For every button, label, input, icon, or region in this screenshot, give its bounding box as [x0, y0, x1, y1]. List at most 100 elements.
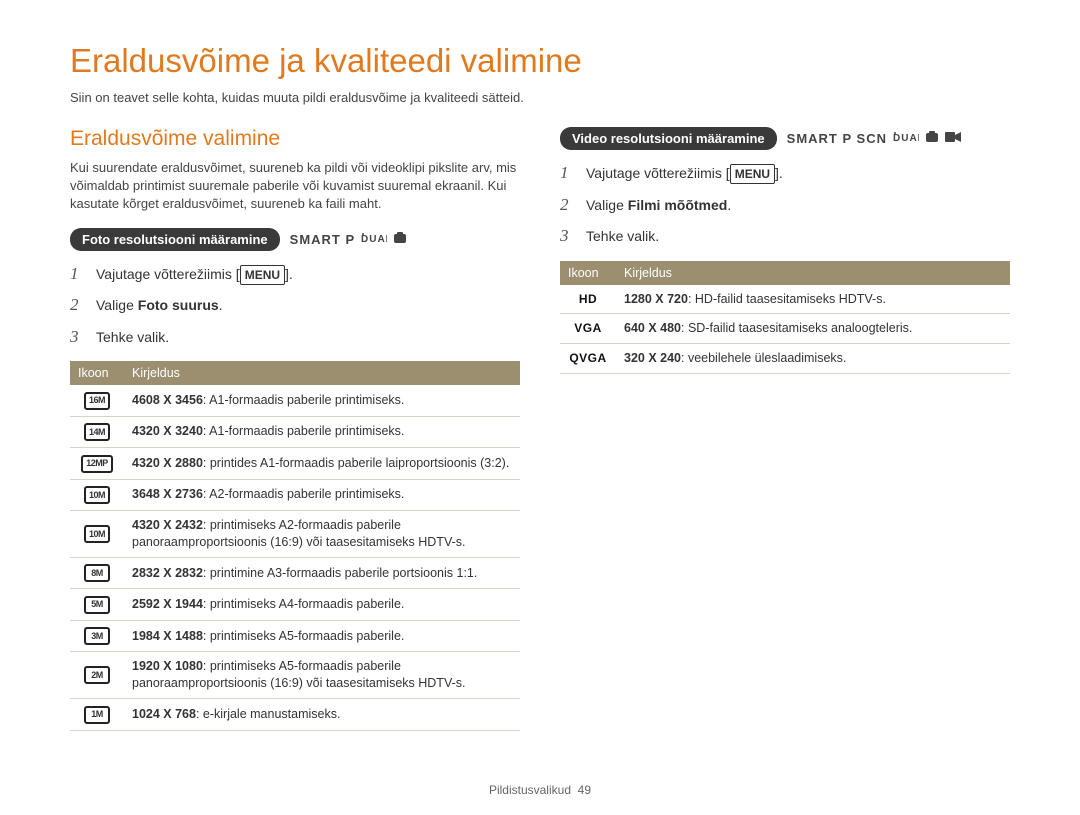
icon-cell: 16M — [70, 385, 124, 416]
resolution-icon: 8M — [84, 564, 110, 582]
resolution-icon: 5M — [84, 596, 110, 614]
dual-icon: DUAL — [361, 231, 387, 248]
step-2: 2 Valige Filmi mõõtmed. — [560, 192, 1010, 218]
desc-cell: 640 X 480: SD-failid taasesitamiseks ana… — [616, 314, 1010, 344]
mode-icons: SMART P SCN DUAL — [787, 130, 961, 147]
page-intro: Siin on teavet selle kohta, kuidas muuta… — [70, 90, 1010, 105]
step-number: 1 — [560, 160, 576, 186]
resolution-icon: 12MP — [81, 455, 113, 473]
resolution-icon: 16M — [84, 392, 110, 410]
icon-cell: 5M — [70, 589, 124, 621]
pill-label: Foto resolutsiooni määramine — [70, 228, 280, 251]
section-intro: Kui suurendate eraldusvõimet, suureneb k… — [70, 159, 520, 214]
settings-icon — [925, 130, 939, 147]
th-icon: Ikoon — [70, 361, 124, 385]
resolution-icon: 10M — [84, 525, 110, 543]
icon-cell: HD — [560, 285, 616, 314]
th-icon: Ikoon — [560, 261, 616, 285]
desc-cell: 2592 X 1944: printimiseks A4-formaadis p… — [124, 589, 520, 621]
table-row: 12MP 4320 X 2880: printides A1-formaadis … — [70, 448, 520, 480]
mode-text: SMART P — [290, 232, 356, 247]
step-3: 3 Tehke valik. — [70, 324, 520, 350]
photo-steps: 1 Vajutage võtterežiimis [MENU]. 2 Valig… — [70, 261, 520, 350]
step-number: 3 — [70, 324, 86, 350]
desc-cell: 3648 X 2736: A2-formaadis paberile print… — [124, 479, 520, 511]
resolution-icon: VGA — [568, 320, 608, 336]
dual-icon: DUAL — [893, 130, 919, 147]
menu-button-icon: MENU — [730, 164, 775, 184]
page-footer: Pildistusvalikud 49 — [0, 783, 1080, 797]
footer-section: Pildistusvalikud — [489, 783, 571, 797]
step-text: Vajutage võtterežiimis [MENU]. — [96, 264, 293, 285]
desc-cell: 1984 X 1488: printimiseks A5-formaadis p… — [124, 620, 520, 652]
icon-cell: 14M — [70, 416, 124, 448]
step-text: Tehke valik. — [96, 327, 169, 348]
icon-cell: 2M — [70, 652, 124, 699]
desc-cell: 320 X 240: veebilehele üleslaadimiseks. — [616, 344, 1010, 374]
icon-cell: 10M — [70, 511, 124, 558]
two-column-layout: Eraldusvõime valimine Kui suurendate era… — [70, 127, 1010, 731]
step-number: 2 — [70, 292, 86, 318]
photo-res-header: Foto resolutsiooni määramine SMART P DUA… — [70, 228, 520, 251]
step-text: Valige Filmi mõõtmed. — [586, 195, 731, 216]
step-1: 1 Vajutage võtterežiimis [MENU]. — [560, 160, 1010, 186]
section-title: Eraldusvõime valimine — [70, 127, 520, 151]
desc-cell: 4320 X 3240: A1-formaadis paberile print… — [124, 416, 520, 448]
table-row: 5M 2592 X 1944: printimiseks A4-formaadis… — [70, 589, 520, 621]
resolution-icon: 3M — [84, 627, 110, 645]
th-desc: Kirjeldus — [616, 261, 1010, 285]
icon-cell: 3M — [70, 620, 124, 652]
table-row: HD 1280 X 720: HD-failid taasesitamiseks … — [560, 285, 1010, 314]
step-3: 3 Tehke valik. — [560, 223, 1010, 249]
icon-cell: 8M — [70, 557, 124, 589]
manual-page: Eraldusvõime ja kvaliteedi valimine Siin… — [0, 0, 1080, 751]
desc-cell: 4608 X 3456: A1-formaadis paberile print… — [124, 385, 520, 416]
table-row: 3M 1984 X 1488: printimiseks A5-formaadis… — [70, 620, 520, 652]
step-2: 2 Valige Foto suurus. — [70, 292, 520, 318]
desc-cell: 2832 X 2832: printimine A3-formaadis pab… — [124, 557, 520, 589]
svg-text:DUAL: DUAL — [361, 234, 387, 245]
icon-cell: 1M — [70, 699, 124, 731]
left-column: Eraldusvõime valimine Kui suurendate era… — [70, 127, 520, 731]
icon-cell: VGA — [560, 314, 616, 344]
photo-resolution-table: Ikoon Kirjeldus 16M 4608 X 3456: A1-forma… — [70, 361, 520, 731]
step-1: 1 Vajutage võtterežiimis [MENU]. — [70, 261, 520, 287]
resolution-icon: 14M — [84, 423, 110, 441]
video-steps: 1 Vajutage võtterežiimis [MENU]. 2 Valig… — [560, 160, 1010, 249]
svg-text:DUAL: DUAL — [893, 133, 919, 144]
table-row: 14M 4320 X 3240: A1-formaadis paberile pr… — [70, 416, 520, 448]
mode-icons: SMART P DUAL — [290, 231, 408, 248]
pill-label: Video resolutsiooni määramine — [560, 127, 777, 150]
table-row: 1M 1024 X 768: e-kirjale manustamiseks. — [70, 699, 520, 731]
resolution-icon: QVGA — [568, 350, 608, 366]
step-text: Tehke valik. — [586, 226, 659, 247]
footer-page-number: 49 — [578, 783, 591, 797]
resolution-icon: HD — [568, 291, 608, 307]
video-resolution-table: Ikoon Kirjeldus HD 1280 X 720: HD-failid … — [560, 261, 1010, 375]
table-row: 10M 4320 X 2432: printimiseks A2-formaadi… — [70, 511, 520, 558]
step-number: 2 — [560, 192, 576, 218]
menu-button-icon: MENU — [240, 265, 285, 285]
resolution-icon: 2M — [84, 666, 110, 684]
resolution-icon: 1M — [84, 706, 110, 724]
table-row: 2M1920 X 1080: printimiseks A5-formaadis… — [70, 652, 520, 699]
th-desc: Kirjeldus — [124, 361, 520, 385]
step-number: 1 — [70, 261, 86, 287]
desc-cell: 4320 X 2432: printimiseks A2-formaadis p… — [124, 511, 520, 558]
step-text: Vajutage võtterežiimis [MENU]. — [586, 163, 783, 184]
mode-text: SMART P SCN — [787, 131, 887, 146]
desc-cell: 4320 X 2880: printides A1-formaadis pabe… — [124, 448, 520, 480]
table-row: 8M 2832 X 2832: printimine A3-formaadis p… — [70, 557, 520, 589]
right-column: Video resolutsiooni määramine SMART P SC… — [560, 127, 1010, 731]
video-icon — [945, 131, 961, 146]
table-row: 16M 4608 X 3456: A1-formaadis paberile pr… — [70, 385, 520, 416]
step-number: 3 — [560, 223, 576, 249]
table-row: 10M3648 X 2736: A2-formaadis paberile pr… — [70, 479, 520, 511]
icon-cell: QVGA — [560, 344, 616, 374]
table-row: VGA 640 X 480: SD-failid taasesitamiseks … — [560, 314, 1010, 344]
icon-cell: 10M — [70, 479, 124, 511]
settings-icon — [393, 231, 407, 248]
desc-cell: 1024 X 768: e-kirjale manustamiseks. — [124, 699, 520, 731]
desc-cell: 1280 X 720: HD-failid taasesitamiseks HD… — [616, 285, 1010, 314]
icon-cell: 12MP — [70, 448, 124, 480]
